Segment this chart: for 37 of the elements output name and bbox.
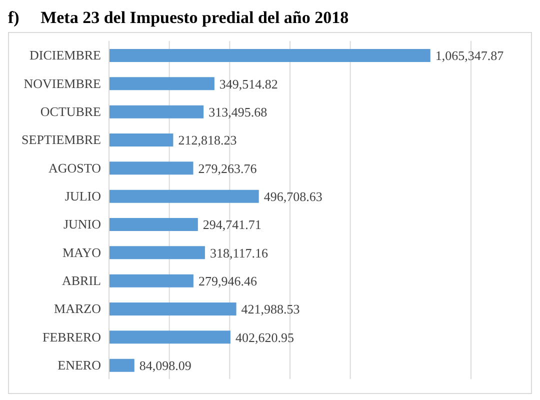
y-tick-label: OCTUBRE [40,104,102,120]
bar [109,358,134,372]
y-tick-label: DICIEMBRE [30,48,102,63]
data-label: 279,946.46 [198,273,258,288]
bar [109,134,174,146]
bar [109,162,194,175]
data-label: 1,065,347.87 [435,48,504,64]
bar [109,105,204,118]
y-tick-label: SEPTIEMBRE [22,132,102,148]
data-label: 421,988.53 [241,302,300,317]
bar [109,77,214,90]
data-label: 212,818.23 [178,132,237,148]
data-label: 402,620.95 [235,330,294,345]
data-label: 313,495.68 [208,104,268,120]
y-tick-label: ABRIL [62,273,102,288]
data-label: 318,117.16 [210,245,268,260]
bar [109,49,430,62]
y-tick-label: JUNIO [63,216,101,232]
y-tick-label: FEBRERO [42,329,101,344]
y-tick-label: ENERO [58,358,101,373]
bar [109,330,230,344]
data-label: 279,263.76 [198,160,258,176]
bar [109,246,205,260]
chart-title: f) Meta 23 del Impuesto predial del año 2018 [8,8,350,29]
bar [109,302,236,316]
bar [109,190,259,203]
y-tick-label: MAYO [62,244,101,260]
data-label: 349,514.82 [219,76,278,92]
y-tick-label: MARZO [54,301,101,316]
bar [109,218,198,231]
y-tick-label: AGOSTO [48,160,101,176]
data-label: 84,098.09 [139,358,192,373]
data-label: 496,708.63 [264,188,322,204]
bar [109,274,194,288]
y-tick-label: NOVIEMBRE [24,76,102,91]
y-tick-label: JULIO [64,188,101,204]
data-label: 294,741.71 [202,217,262,232]
